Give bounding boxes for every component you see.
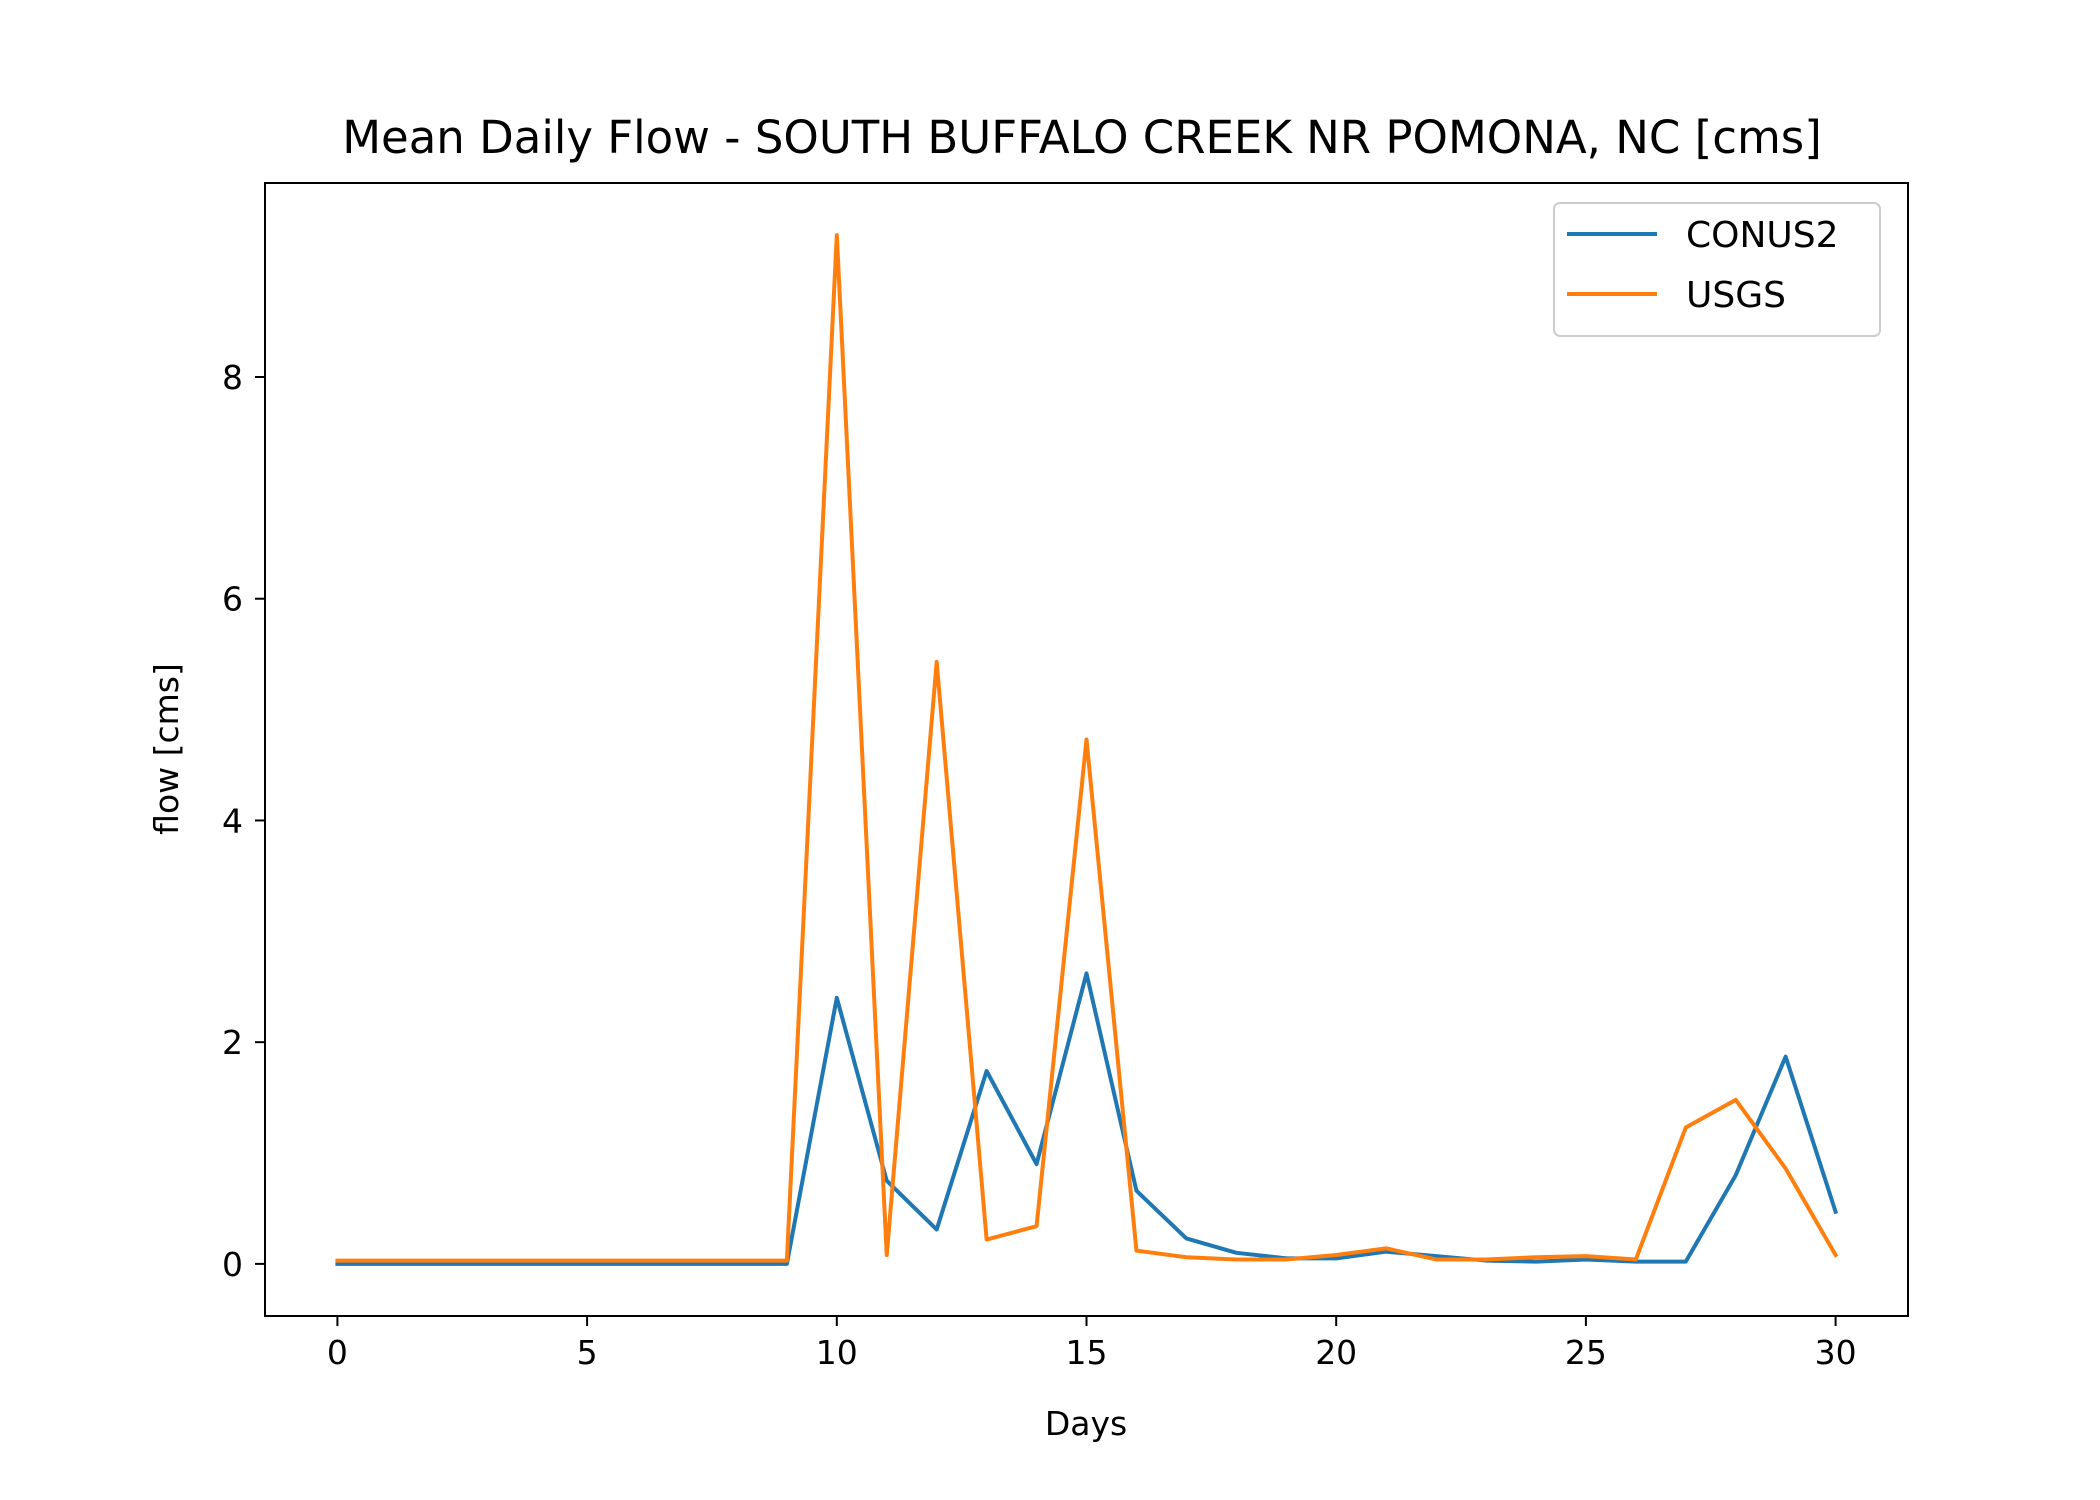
series-layer [335,233,1839,1266]
y-axis-label: flow [cms] [147,663,186,835]
series-line-conus2 [335,971,1839,1266]
y-tick-label: 6 [222,580,243,619]
x-tick-label: 20 [1315,1333,1357,1372]
x-axis-label: Days [1045,1404,1127,1443]
y-tick-label: 4 [222,801,243,840]
legend: CONUS2 USGS [1553,202,1881,337]
x-tick-label: 0 [327,1333,348,1372]
x-tick-label: 15 [1066,1333,1108,1372]
chart-title: Mean Daily Flow - SOUTH BUFFALO CREEK NR… [342,111,1822,164]
legend-label-conus2: CONUS2 [1686,215,1839,256]
y-tick-label: 8 [222,358,243,397]
ticks-layer: 0 5 10 15 20 25 30 0 2 4 6 8 [222,358,1857,1372]
y-tick-label: 2 [222,1023,243,1062]
x-tick-label: 5 [577,1333,598,1372]
x-tick-label: 10 [816,1333,858,1372]
y-tick-label: 0 [222,1245,243,1284]
plot-frame [264,182,1909,1317]
x-tick-label: 30 [1815,1333,1857,1372]
legend-label-usgs: USGS [1686,275,1786,316]
x-tick-label: 25 [1565,1333,1607,1372]
legend-box [1553,202,1881,337]
series-line-usgs [335,233,1839,1263]
